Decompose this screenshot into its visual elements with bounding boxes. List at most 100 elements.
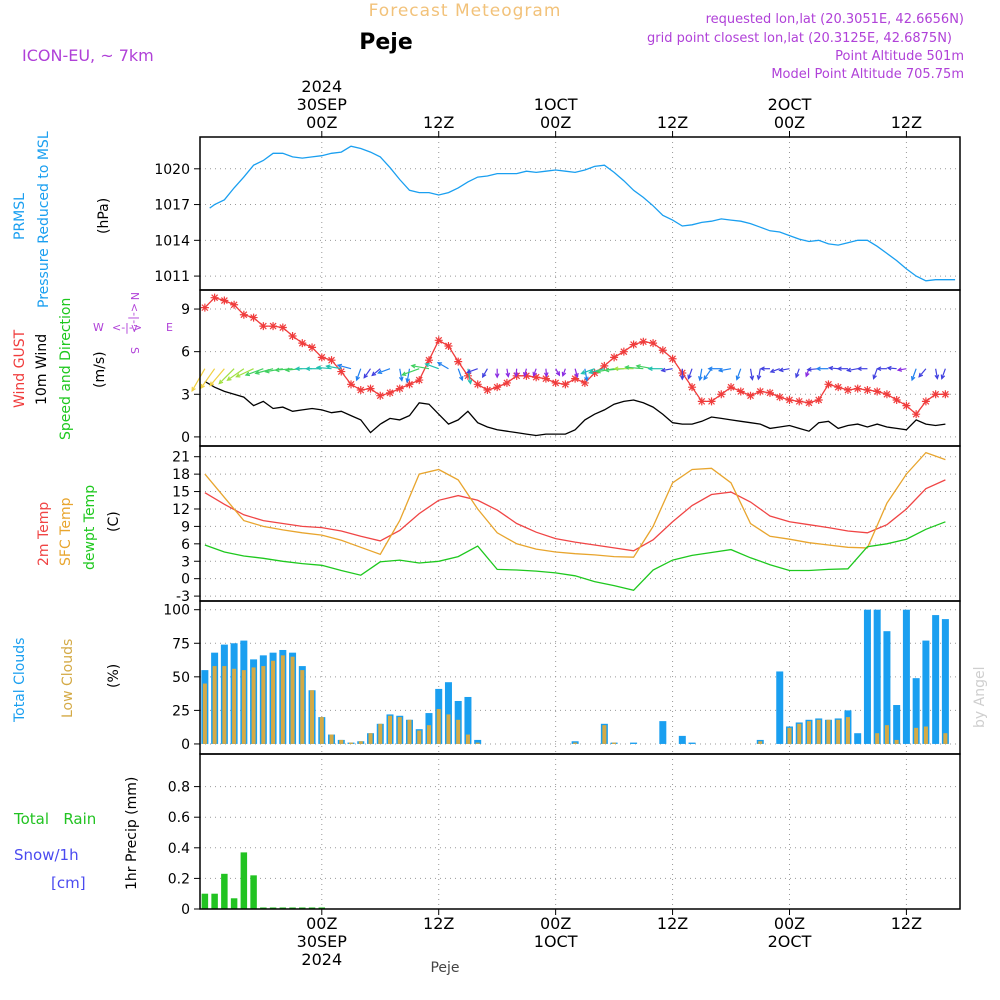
wind-arrow — [200, 368, 216, 389]
bar-low-clouds — [612, 742, 617, 744]
wind-arrow-head — [336, 363, 343, 369]
clouds-unit: (%) — [106, 664, 122, 688]
compass-south: S — [128, 347, 141, 354]
low-clouds-label: Low Clouds — [60, 639, 76, 718]
wind-arrow — [897, 368, 907, 371]
wind-arrow-head — [815, 366, 821, 372]
wind-arrow — [363, 368, 372, 379]
bar-total-rain — [240, 852, 248, 909]
top-tick-label: 00Z — [540, 113, 571, 132]
wind-arrow-head — [735, 375, 741, 381]
y-tick-label: 1020 — [154, 162, 190, 178]
y-tick-label: -3 — [176, 589, 190, 605]
wind-arrow — [378, 368, 391, 374]
wind-arrow — [457, 368, 463, 381]
wind-arrow-head — [494, 373, 500, 379]
y-tick-label: 15 — [172, 485, 190, 501]
series-line-dewpt-temp — [204, 521, 946, 592]
wind-speed-dir-label: Speed and Direction — [58, 298, 74, 440]
panel-4: 0 0.2 0.4 0.6 0.8 — [168, 753, 961, 918]
gust-point — [853, 384, 862, 393]
bar-low-clouds — [446, 714, 451, 744]
bar-low-clouds — [475, 742, 480, 744]
bar-total-rain — [299, 907, 306, 909]
compass-vertical-arrows: <-|-> — [128, 303, 141, 333]
gust-point — [717, 390, 726, 399]
wind-arrow-head — [856, 366, 862, 372]
bar-low-clouds — [319, 717, 324, 744]
gust-point — [649, 339, 658, 348]
wind-arrow — [589, 368, 605, 374]
bar-low-clouds — [417, 730, 422, 744]
temp-unit: (C) — [106, 511, 122, 532]
wind-arrow — [356, 368, 362, 381]
bottom-tick-label: 2024 — [301, 950, 342, 969]
bottom-tick-label: 12Z — [891, 914, 922, 933]
location-title: Peje — [359, 30, 413, 55]
wind-arrow — [437, 362, 449, 370]
gust-point — [746, 391, 755, 400]
wind-arrow — [911, 368, 917, 381]
y-tick-label: 25 — [172, 703, 190, 719]
wind-arrow — [873, 368, 878, 379]
bar-low-clouds — [261, 666, 266, 744]
wind-arrow — [687, 368, 693, 379]
bottom-tick-label: 00Z — [540, 914, 571, 933]
gust-point — [931, 390, 940, 399]
wind-arrow-head — [805, 372, 810, 378]
wind-arrow-head — [574, 372, 579, 379]
gust-point — [863, 386, 872, 395]
bar-total-clouds — [902, 609, 910, 744]
y-tick-label: 0 — [181, 737, 190, 753]
gust-point — [376, 391, 385, 400]
wind-arrow-head — [580, 370, 586, 375]
bar-low-clouds — [845, 717, 850, 744]
gust-point — [873, 387, 882, 396]
wind-arrow-head — [660, 367, 666, 373]
wind-arrow-head — [687, 374, 692, 380]
wind-arrow-head — [795, 373, 800, 379]
bar-total-clouds — [863, 609, 871, 744]
gust-point — [298, 339, 307, 348]
y-tick-label: 0.2 — [168, 871, 190, 887]
gust-point — [200, 303, 209, 312]
series-line-pressure — [209, 145, 956, 282]
bar-total-clouds — [941, 619, 949, 744]
gust-point — [610, 353, 619, 362]
wind-arrow-head — [896, 367, 903, 372]
wind-arrow-head — [561, 371, 567, 377]
wind-arrow-head — [707, 366, 713, 372]
wind-arrow-head — [436, 362, 443, 367]
snow-unit-label: [cm] — [51, 874, 86, 892]
wind-arrow — [482, 368, 488, 378]
gust-point — [892, 395, 901, 404]
wind-arrow-head — [325, 364, 331, 369]
bar-low-clouds — [222, 666, 227, 744]
wind-arrow — [941, 368, 946, 379]
wind-arrow — [406, 368, 411, 383]
gust-point — [571, 374, 580, 383]
series-line-sfc-temp — [204, 451, 946, 558]
wind-arrow-head — [200, 383, 205, 390]
compass-rose: W <-|-> E N S <-|-> — [93, 292, 173, 354]
bar-low-clouds — [456, 719, 461, 744]
wind-arrow-head — [846, 367, 852, 373]
model-point-altitude: Model Point Altitude 705.75m — [771, 67, 964, 82]
y-tick-label: 100 — [163, 603, 190, 619]
wind-arrow — [467, 368, 478, 374]
gust-point — [405, 380, 414, 389]
temp-sfc-label: SFC Temp — [58, 497, 74, 566]
wind-arrow-head — [532, 371, 537, 377]
wind-unit: (m/s) — [92, 351, 108, 388]
wind-arrow-head — [595, 368, 601, 374]
total-rain-label: Total Rain — [13, 810, 96, 828]
wind-arrow-head — [940, 374, 946, 380]
wind-arrow — [411, 365, 430, 370]
wind-arrow-head — [424, 362, 430, 368]
cloud-labels: Total Clouds Low Clouds (%) — [12, 638, 122, 723]
y-tick-label: 1017 — [154, 198, 190, 214]
bar-low-clouds — [943, 733, 948, 744]
wind-arrow — [584, 368, 588, 381]
compass-east: E — [166, 321, 173, 334]
gust-point — [454, 357, 463, 366]
